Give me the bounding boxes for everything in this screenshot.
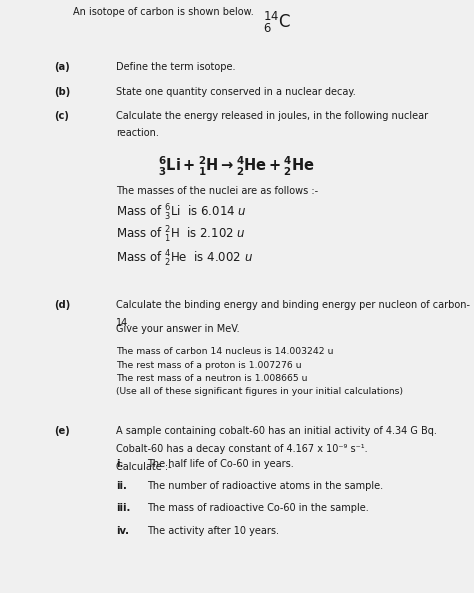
Text: Give your answer in MeV.: Give your answer in MeV. [116, 324, 240, 334]
Text: (c): (c) [55, 111, 69, 120]
Text: The rest mass of a neutron is 1.008665 u: The rest mass of a neutron is 1.008665 u [116, 374, 308, 382]
Text: The rest mass of a proton is 1.007276 u: The rest mass of a proton is 1.007276 u [116, 361, 302, 369]
Text: Cobalt-60 has a decay constant of 4.167 x 10⁻⁹ s⁻¹.: Cobalt-60 has a decay constant of 4.167 … [116, 444, 368, 454]
Text: Calculate the energy released in joules, in the following nuclear: Calculate the energy released in joules,… [116, 111, 428, 120]
Text: The mass of carbon 14 nucleus is 14.003242 u: The mass of carbon 14 nucleus is 14.0032… [116, 347, 334, 356]
Text: iv.: iv. [116, 526, 129, 535]
Text: Mass of $^{6}_{3}$Li  is 6.014 $u$: Mass of $^{6}_{3}$Li is 6.014 $u$ [116, 203, 247, 222]
Text: (Use all of these significant figures in your initial calculations): (Use all of these significant figures in… [116, 387, 403, 396]
Text: Calculate :-: Calculate :- [116, 462, 172, 471]
Text: Mass of $^{4}_{2}$He  is 4.002 $u$: Mass of $^{4}_{2}$He is 4.002 $u$ [116, 249, 253, 269]
Text: The half life of Co-60 in years.: The half life of Co-60 in years. [147, 459, 294, 468]
Text: 14.: 14. [116, 318, 131, 328]
Text: iii.: iii. [116, 503, 130, 513]
Text: reaction.: reaction. [116, 129, 159, 138]
Text: The masses of the nuclei are as follows :-: The masses of the nuclei are as follows … [116, 186, 318, 196]
Text: (e): (e) [55, 426, 70, 436]
Text: The number of radioactive atoms in the sample.: The number of radioactive atoms in the s… [147, 481, 383, 490]
Text: (b): (b) [55, 87, 71, 97]
Text: The activity after 10 years.: The activity after 10 years. [147, 526, 279, 535]
Text: $\mathbf{^{6}_{3}Li + ^{2}_{1}H \rightarrow ^{4}_{2}He + ^{4}_{2}He}$: $\mathbf{^{6}_{3}Li + ^{2}_{1}H \rightar… [158, 155, 316, 178]
Text: State one quantity conserved in a nuclear decay.: State one quantity conserved in a nuclea… [116, 87, 356, 97]
Text: i.: i. [116, 459, 124, 468]
Text: (a): (a) [55, 62, 70, 72]
Text: The mass of radioactive Co-60 in the sample.: The mass of radioactive Co-60 in the sam… [147, 503, 369, 513]
Text: (d): (d) [55, 301, 71, 310]
Text: Calculate the binding energy and binding energy per nucleon of carbon-: Calculate the binding energy and binding… [116, 301, 470, 310]
Text: A sample containing cobalt-60 has an initial activity of 4.34 G Bq.: A sample containing cobalt-60 has an ini… [116, 426, 437, 436]
Text: Define the term isotope.: Define the term isotope. [116, 62, 236, 72]
Text: ii.: ii. [116, 481, 127, 490]
Text: An isotope of carbon is shown below.: An isotope of carbon is shown below. [73, 8, 254, 17]
Text: Mass of $^{2}_{1}$H  is 2.102 $u$: Mass of $^{2}_{1}$H is 2.102 $u$ [116, 225, 246, 245]
Text: $^{14}_{6}$C: $^{14}_{6}$C [263, 10, 291, 36]
